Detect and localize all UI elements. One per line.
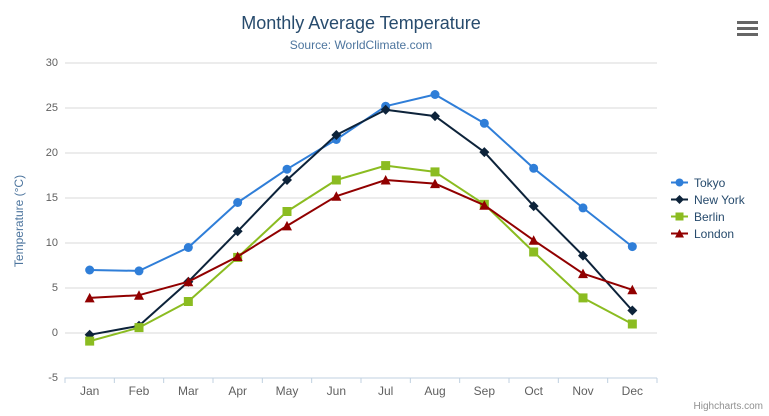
y-tick-label: 5: [51, 282, 58, 294]
point-berlin-jan[interactable]: [85, 336, 95, 346]
x-tick-label-apr: Apr: [228, 384, 247, 398]
point-berlin-nov[interactable]: [578, 293, 588, 303]
series-line-london: [88, 179, 634, 299]
series-line-tokyo: [88, 93, 634, 272]
point-new-york-oct[interactable]: [528, 201, 539, 212]
point-berlin-jun[interactable]: [331, 175, 341, 185]
legend-item-london[interactable]: London: [671, 225, 745, 242]
point-berlin-may[interactable]: [282, 207, 292, 216]
x-tick-label-jan: Jan: [79, 384, 100, 398]
y-tick-label: 25: [45, 102, 58, 114]
series-line-new-york: [88, 108, 634, 336]
y-tick-label: 15: [45, 192, 58, 204]
x-tick-label-mar: Mar: [177, 384, 199, 398]
credits-link[interactable]: Highcharts.com: [693, 401, 763, 412]
point-new-york-apr[interactable]: [232, 226, 243, 237]
legend-label: London: [694, 226, 735, 241]
point-berlin-jul[interactable]: [381, 161, 391, 171]
point-london-aug[interactable]: [430, 178, 440, 189]
legend-item-new-york[interactable]: New York: [671, 191, 745, 208]
legend-item-berlin[interactable]: Berlin: [671, 208, 745, 225]
export-menu-button[interactable]: [735, 19, 760, 38]
point-berlin-feb[interactable]: [134, 323, 144, 333]
point-tokyo-oct[interactable]: [529, 163, 539, 173]
x-tick-label-feb: Feb: [128, 384, 150, 398]
point-tokyo-feb[interactable]: [134, 266, 144, 276]
legend: Tokyo New York Berlin London: [671, 174, 745, 242]
legend-label: New York: [694, 192, 745, 207]
point-london-jul[interactable]: [380, 175, 391, 185]
point-london-mar[interactable]: [183, 276, 194, 287]
point-tokyo-aug[interactable]: [430, 90, 440, 99]
hamburger-icon: [737, 27, 758, 30]
point-london-jan[interactable]: [84, 292, 95, 303]
point-london-sep[interactable]: [479, 200, 490, 210]
point-berlin-oct[interactable]: [529, 247, 539, 257]
y-tick-label: 30: [45, 57, 58, 69]
x-tick-label-jun: Jun: [326, 384, 346, 398]
hamburger-icon: [737, 21, 758, 24]
point-tokyo-mar[interactable]: [183, 243, 193, 252]
hamburger-icon: [737, 33, 758, 36]
point-tokyo-sep[interactable]: [479, 118, 489, 128]
legend-marker-triangle-icon: [671, 229, 688, 238]
point-london-may[interactable]: [282, 220, 292, 231]
point-new-york-nov[interactable]: [578, 250, 588, 261]
x-tick-label-dec: Dec: [621, 384, 643, 398]
point-london-dec[interactable]: [627, 284, 638, 295]
point-tokyo-apr[interactable]: [233, 198, 243, 207]
point-new-york-jun[interactable]: [331, 130, 342, 140]
x-tick-label-nov: Nov: [572, 384, 594, 398]
x-tick-label-oct: Oct: [524, 384, 543, 398]
chart-title: Monthly Average Temperature: [241, 13, 481, 33]
legend-item-tokyo[interactable]: Tokyo: [671, 174, 745, 191]
point-london-oct[interactable]: [528, 235, 539, 245]
point-berlin-dec[interactable]: [627, 319, 637, 329]
point-new-york-dec[interactable]: [627, 305, 638, 316]
legend-marker-square-icon: [671, 212, 688, 221]
point-london-nov[interactable]: [578, 268, 588, 279]
point-london-apr[interactable]: [232, 251, 243, 262]
point-new-york-may[interactable]: [282, 175, 292, 185]
chart-subtitle: Source: WorldClimate.com: [289, 38, 433, 52]
point-tokyo-may[interactable]: [282, 164, 292, 174]
y-tick-label: 20: [45, 147, 58, 159]
point-new-york-aug[interactable]: [430, 111, 440, 122]
point-new-york-sep[interactable]: [479, 147, 490, 158]
y-tick-label: 0: [51, 327, 58, 339]
legend-marker-diamond-icon: [671, 195, 688, 204]
point-london-jun[interactable]: [331, 191, 342, 201]
legend-label: Berlin: [694, 209, 725, 224]
legend-label: Tokyo: [694, 175, 726, 190]
x-tick-label-aug: Aug: [424, 384, 446, 398]
y-tick-label: 10: [45, 237, 58, 249]
point-new-york-jul[interactable]: [380, 104, 391, 115]
x-tick-label-sep: Sep: [473, 384, 495, 398]
x-tick-label-jul: Jul: [377, 384, 394, 398]
point-berlin-aug[interactable]: [430, 167, 440, 177]
point-tokyo-dec[interactable]: [627, 242, 637, 252]
point-tokyo-nov[interactable]: [578, 203, 588, 213]
point-berlin-mar[interactable]: [183, 297, 193, 306]
legend-marker-circle-icon: [671, 178, 688, 187]
x-tick-label-may: May: [275, 384, 299, 398]
series-line-berlin: [88, 164, 634, 343]
point-london-feb[interactable]: [134, 290, 144, 300]
point-tokyo-jan[interactable]: [85, 265, 95, 275]
y-tick-label: -5: [48, 372, 58, 384]
